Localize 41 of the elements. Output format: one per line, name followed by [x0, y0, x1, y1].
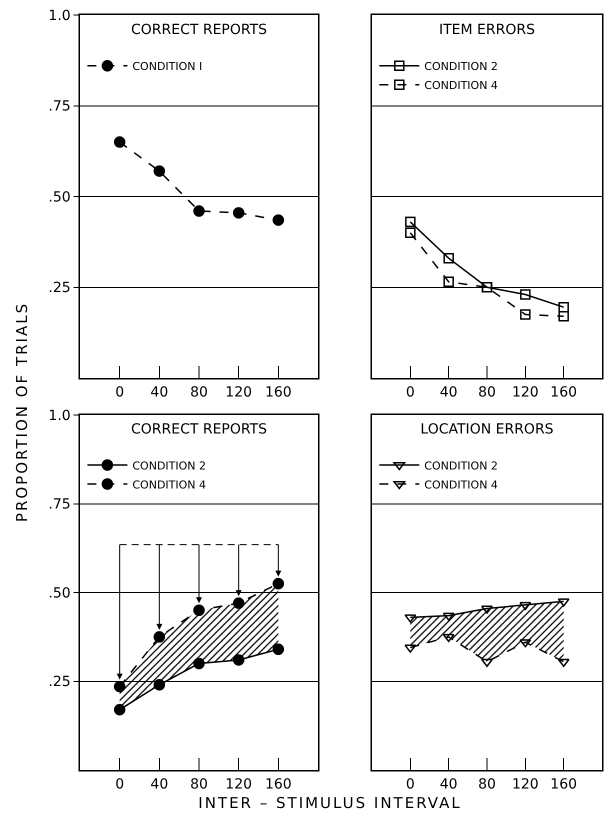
x-tick-label: 0 [115, 384, 124, 400]
x-tick-label: 120 [512, 384, 539, 400]
y-tick-label: .25 [48, 674, 71, 690]
legend-label: CONDITION 2 [132, 459, 206, 472]
y-tick-label: .25 [48, 280, 71, 296]
legend-label: CONDITION 4 [424, 478, 498, 492]
y-tick-label: .50 [48, 189, 71, 206]
y-tick-label: 1.0 [48, 408, 71, 424]
x-tick-label: 80 [190, 776, 208, 792]
x-tick-label: 40 [150, 384, 168, 400]
x-tick-label: 120 [512, 776, 539, 792]
x-tick-label: 120 [225, 776, 252, 792]
legend-label: CONDITION 4 [132, 478, 206, 492]
y-tick-label: .75 [48, 496, 71, 513]
x-tick-label: 160 [550, 776, 578, 792]
y-tick-label: .50 [48, 585, 71, 602]
text: CORRECT REPORTS [130, 422, 268, 438]
legend-label: CONDITION I [132, 60, 202, 74]
x-tick-label: 0 [115, 776, 124, 792]
x-tick-label: 40 [150, 776, 168, 792]
x-tick-label: 160 [264, 776, 292, 792]
legend-label: CONDITION 4 [424, 79, 498, 92]
x-tick-label: 80 [478, 384, 496, 400]
text: CORRECT REPORTS [130, 22, 268, 38]
y-tick-label: .75 [48, 98, 71, 115]
x-axis-title: INTER – STIMULUS INTERVAL [198, 794, 462, 812]
x-tick-label: 40 [440, 384, 458, 400]
legend-label: CONDITION 2 [424, 60, 498, 74]
x-tick-label: 80 [478, 776, 496, 792]
text: LOCATION ERRORS [420, 422, 554, 438]
x-tick-label: 40 [440, 776, 458, 792]
x-tick-label: 0 [406, 776, 415, 792]
x-tick-label: 80 [190, 384, 208, 400]
x-tick-label: 160 [550, 384, 578, 400]
y-axis-title: PROPORTION OF TRIALS [13, 302, 31, 522]
y-tick-label: 1.0 [48, 8, 71, 24]
x-tick-label: 160 [264, 384, 292, 400]
x-tick-label: 0 [406, 384, 415, 400]
text: ITEM ERRORS [439, 22, 536, 38]
legend-label: CONDITION 2 [424, 459, 498, 472]
x-tick-label: 120 [225, 384, 252, 400]
